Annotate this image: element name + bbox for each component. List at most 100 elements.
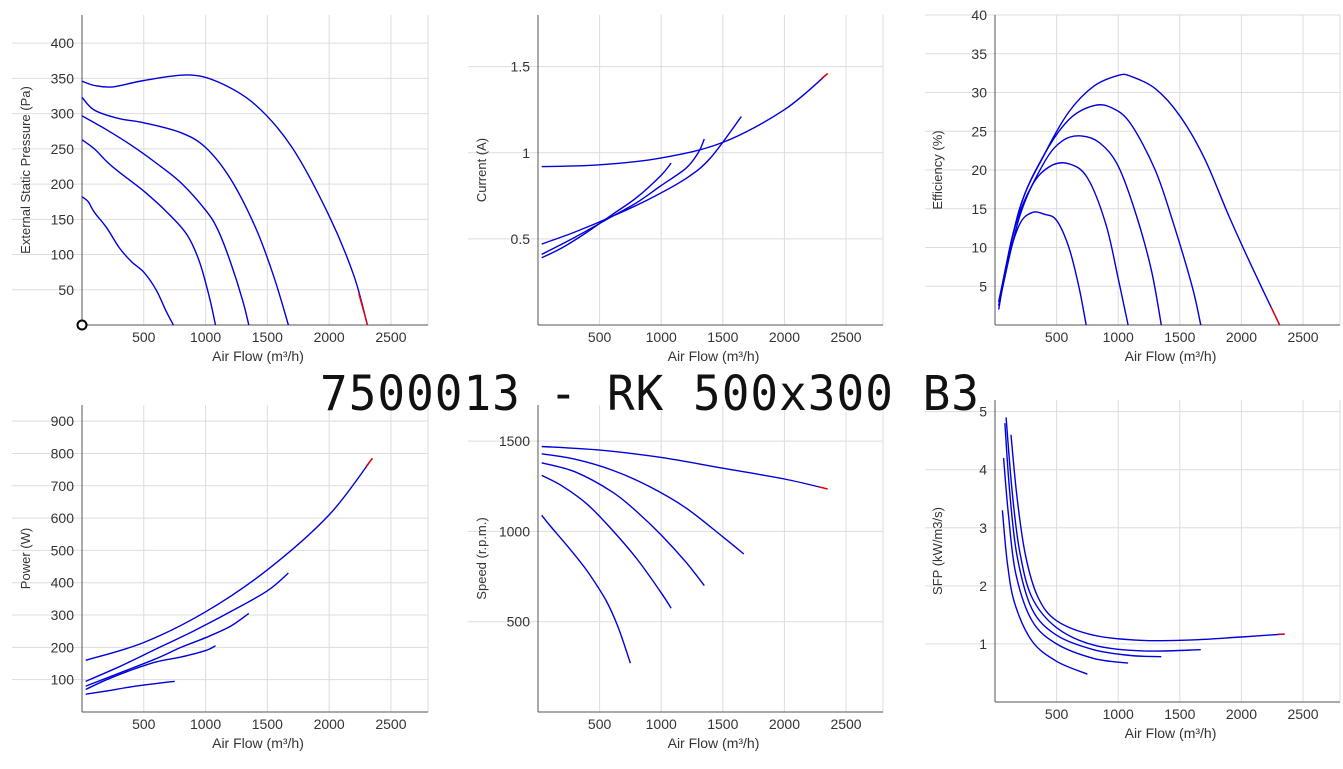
chart-panel-4: 500 1000 1500 2000 2500 100 200 300 400 500 600 700… [12,405,429,751]
x-tick-label: 1500 [252,716,283,732]
series-line-4 [541,474,672,609]
y-tick-label: 500 [507,614,531,630]
x-tick-label: 1000 [646,716,677,732]
y-tick-label: 1 [979,636,987,652]
chart-panel-3: 500 1000 1500 2000 2500 5 10 15 20 25 30 35 40 Air Fl… [925,7,1341,364]
x-tick-label: 1500 [1164,329,1195,345]
x-tick-label: 2000 [1226,329,1257,345]
x-tick-label: 2000 [314,329,345,345]
chart-panel-6: 500 1000 1500 2000 2500 1 2 3 4 5 Air Flow (m³/h) S… [925,400,1341,741]
series-line-5 [998,211,1087,326]
x-tick-label: 2500 [1287,706,1318,722]
y-tick-label: 3 [979,520,987,536]
x-tick-label: 1500 [1164,706,1195,722]
chart-panel-1: 500 1000 1500 2000 2500 50 100 150 200 250 300 350 4… [12,15,429,364]
chart-panel-2: 500 1000 1500 2000 2500 0.5 1 1.5 Air Flow (m³/h… [468,15,884,364]
x-axis-label: Air Flow (m³/h) [1125,348,1217,364]
x-tick-label: 2000 [1226,706,1257,722]
x-tick-label: 2500 [1287,329,1318,345]
x-tick-label: 1500 [707,716,738,732]
y-tick-label: 400 [51,575,75,591]
x-tick-label: 500 [1045,329,1069,345]
y-tick-label: 1.5 [511,59,531,75]
y-tick-label: 600 [51,510,75,526]
x-tick-label: 2500 [830,716,861,732]
series-line-2 [541,453,745,555]
chart-panel-5: 500 1000 1500 2000 2500 500 1000 1500 Air Flow (… [468,405,884,751]
series-line-1 [998,73,1281,326]
series-line-1 [81,74,369,326]
y-tick-label: 2 [979,578,987,594]
series-line-3 [998,135,1162,326]
y-axis-label: Efficiency (%) [930,130,945,209]
x-axis-label: Air Flow (m³/h) [212,735,304,751]
y-tick-label: 150 [51,211,75,227]
series-line-2 [85,572,289,682]
x-tick-label: 500 [132,329,156,345]
x-tick-label: 2500 [375,329,406,345]
x-tick-label: 1000 [190,329,221,345]
series-line-3 [541,138,705,256]
x-tick-label: 2500 [375,716,406,732]
x-tick-label: 1500 [707,329,738,345]
y-tick-label: 100 [51,672,75,688]
y-tick-label: 25 [971,123,987,139]
y-tick-label: 200 [51,639,75,655]
series-line-5 [85,680,175,695]
series-line-3 [81,115,250,326]
series-line-1 [541,73,829,168]
y-axis-label: External Static Pressure (Pa) [18,86,33,254]
series-line-2 [998,104,1202,326]
y-axis-label: SFP (kW/m3/s) [930,507,945,595]
x-axis-label: Air Flow (m³/h) [668,348,760,364]
y-axis-label: Current (A) [474,138,489,202]
series-end-segment [820,73,829,80]
series-line-4 [81,139,217,326]
series-line-1 [85,457,373,661]
x-tick-label: 500 [588,716,612,732]
y-tick-label: 30 [971,85,987,101]
series-line-2 [1005,417,1201,652]
x-tick-label: 500 [1045,706,1069,722]
page-title: 7500013 - RK 500x300 B3 [320,364,980,422]
y-tick-label: 350 [51,70,75,86]
series-line-3 [1004,423,1162,658]
y-tick-label: 900 [51,413,75,429]
series-end-segment [818,486,828,490]
x-tick-label: 2500 [830,329,861,345]
series-line-4 [541,162,672,259]
series-line-3 [85,612,250,687]
series-line-3 [541,462,705,587]
series-line-2 [81,96,290,326]
x-tick-label: 2000 [769,716,800,732]
x-tick-label: 2000 [314,716,345,732]
y-tick-label: 10 [971,240,987,256]
y-tick-label: 800 [51,445,75,461]
y-tick-label: 4 [979,462,987,478]
x-tick-label: 1000 [646,329,677,345]
y-tick-label: 100 [51,247,75,263]
y-tick-label: 20 [971,162,987,178]
y-tick-label: 40 [971,7,987,23]
y-axis-label: Speed (r.p.m.) [474,517,489,599]
y-tick-label: 400 [51,35,75,51]
series-line-5 [1001,510,1088,675]
y-tick-label: 700 [51,478,75,494]
series-end-segment [1270,306,1281,326]
series-line-1 [1010,434,1285,642]
x-axis-label: Air Flow (m³/h) [668,735,760,751]
y-tick-label: 0.5 [511,231,531,247]
y-tick-label: 5 [979,278,987,294]
operating-point-marker [76,319,88,331]
series-line-2 [541,116,742,245]
x-axis-label: Air Flow (m³/h) [1125,725,1217,741]
y-tick-label: 200 [51,176,75,192]
x-tick-label: 1000 [1103,329,1134,345]
y-tick-label: 300 [51,607,75,623]
y-tick-label: 35 [971,46,987,62]
series-line-4 [998,162,1129,326]
x-tick-label: 1000 [190,716,221,732]
x-tick-label: 1500 [252,329,283,345]
series-line-4 [85,645,216,691]
